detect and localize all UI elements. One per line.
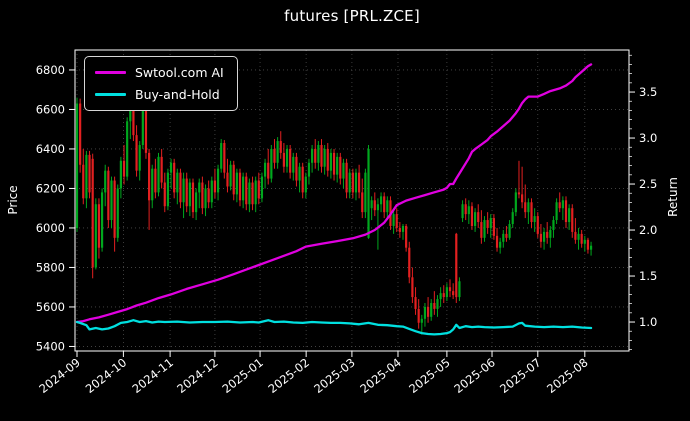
svg-text:5400: 5400	[36, 339, 65, 353]
legend: Swtool.com AI Buy-and-Hold	[84, 56, 238, 111]
svg-text:6200: 6200	[36, 181, 65, 195]
ai-line-swatch-icon	[95, 71, 126, 74]
legend-item-bh: Buy-and-Hold	[95, 87, 224, 102]
axis-tick-labels: 5400 5600 5800 6000 6200 6400 6600 6800 1.0 1.5 2.…	[36, 63, 658, 396]
ai-line	[75, 63, 593, 324]
chart-title: futures [PRL.ZCE]	[284, 7, 420, 25]
svg-text:5800: 5800	[36, 260, 65, 274]
svg-text:2024-12: 2024-12	[174, 355, 220, 396]
svg-text:2025-03: 2025-03	[311, 355, 357, 396]
legend-item-ai: Swtool.com AI	[95, 65, 224, 80]
svg-text:2025-06: 2025-06	[451, 355, 497, 396]
svg-text:3.0: 3.0	[639, 131, 657, 145]
svg-text:1.0: 1.0	[639, 315, 657, 329]
svg-text:6600: 6600	[36, 102, 65, 116]
svg-text:2025-05: 2025-05	[406, 355, 452, 396]
svg-text:2.5: 2.5	[639, 177, 657, 191]
svg-text:2025-02: 2025-02	[265, 355, 311, 396]
bh-line	[75, 319, 593, 336]
svg-text:2025-07: 2025-07	[497, 355, 543, 396]
legend-label-bh: Buy-and-Hold	[135, 87, 220, 102]
bh-line-swatch-icon	[95, 93, 126, 96]
svg-text:2025-08: 2025-08	[544, 355, 590, 396]
candlesticks	[75, 97, 593, 335]
svg-text:5600: 5600	[36, 300, 65, 314]
svg-text:2025-04: 2025-04	[357, 355, 403, 396]
svg-text:2024-09: 2024-09	[36, 355, 82, 396]
left-axis-label: Price	[6, 185, 20, 215]
axis-ticks	[69, 54, 635, 357]
svg-text:2025-01: 2025-01	[219, 355, 265, 396]
legend-label-ai: Swtool.com AI	[135, 65, 224, 80]
svg-text:6000: 6000	[36, 221, 65, 235]
svg-text:6800: 6800	[36, 63, 65, 77]
svg-text:6400: 6400	[36, 142, 65, 156]
svg-text:1.5: 1.5	[639, 269, 657, 283]
right-axis-label: Return	[666, 177, 680, 217]
svg-text:3.5: 3.5	[639, 85, 657, 99]
svg-text:2024-11: 2024-11	[129, 355, 175, 396]
svg-text:2024-10: 2024-10	[83, 355, 129, 396]
svg-text:2.0: 2.0	[639, 223, 657, 237]
